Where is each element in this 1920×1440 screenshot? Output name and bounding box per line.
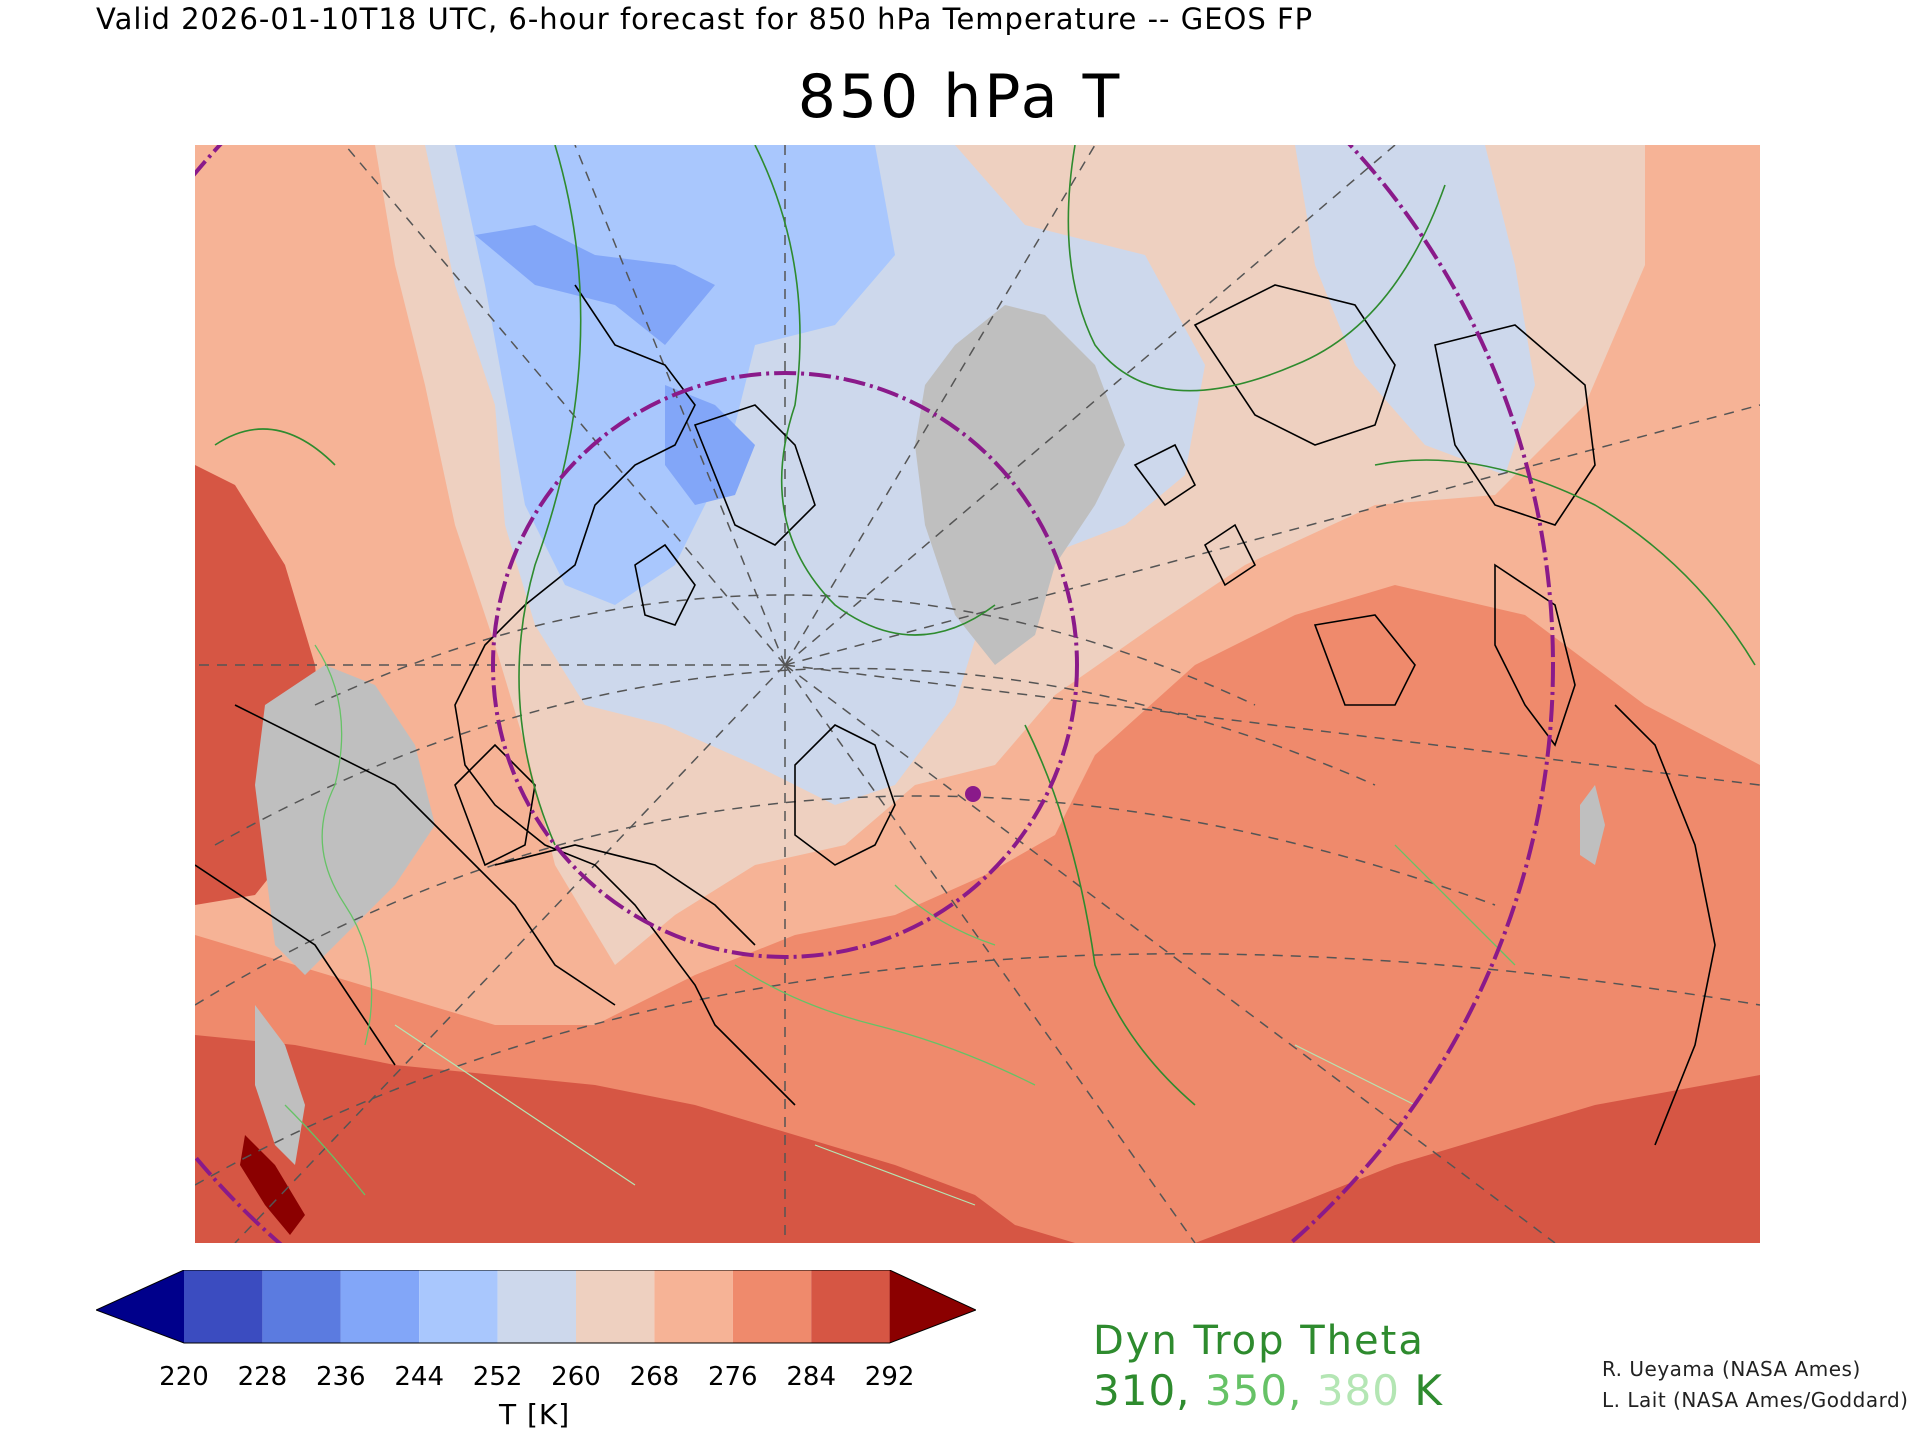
temp-band-284-292-east — [1195, 1075, 1760, 1243]
theta-380-contours — [394, 1024, 1416, 1206]
colorbar-segment — [732, 1270, 812, 1343]
colorbar-tick: 228 — [237, 1362, 288, 1392]
contour-unit: K — [1414, 1366, 1443, 1415]
colorbar-segment — [811, 1270, 890, 1343]
colorbar-segment — [419, 1270, 498, 1343]
contour-separator: , — [1176, 1366, 1191, 1415]
valid-time-line: Valid 2026-01-10T18 UTC, 6-hour forecast… — [96, 2, 1314, 36]
colorbar-segment — [654, 1270, 733, 1343]
colorbar-tick: 260 — [551, 1362, 601, 1392]
coastlines — [195, 284, 1716, 1146]
theta-310-contours — [214, 145, 1756, 1106]
colorbar-tick: 292 — [864, 1362, 915, 1392]
temp-band-284-292 — [195, 1035, 1075, 1243]
theta-350-contours — [284, 644, 1516, 1196]
colorbar-segment — [184, 1270, 263, 1343]
contour-value-310: 310 — [1093, 1366, 1177, 1415]
credit-line-1: R. Ueyama (NASA Ames) — [1602, 1357, 1861, 1381]
temp-band-236-244 — [475, 225, 715, 345]
contour-separator: , — [1288, 1366, 1303, 1415]
colorbar-tick: 236 — [315, 1362, 366, 1392]
colorbar-tick: 284 — [786, 1362, 837, 1392]
colorbar-segment — [340, 1270, 420, 1343]
contour-legend-title: Dyn Trop Theta — [1093, 1318, 1425, 1364]
rockies-terrain — [255, 665, 435, 975]
contour-value-380: 380 — [1316, 1366, 1400, 1415]
colorbar-tick: 252 — [472, 1362, 523, 1392]
contour-legend-values: 310, 350, 380 K — [1093, 1366, 1443, 1415]
graticule-lines — [195, 145, 1760, 1243]
map-panel — [195, 145, 1760, 1243]
colorbar-segment — [497, 1270, 576, 1343]
colorbar-tick: 244 — [394, 1362, 445, 1392]
colorbar-segment — [576, 1270, 655, 1343]
colorbar-segment — [262, 1270, 341, 1343]
temp-band-over-292 — [240, 1135, 305, 1235]
map-title: 850 hPa T — [797, 62, 1123, 132]
temp-band-236-244-b — [665, 385, 755, 505]
range-rings — [195, 145, 1555, 1243]
colorbar-tick-labels: 220 228 236 244 252 260 268 276 284 292 — [96, 1362, 976, 1396]
temp-band-252-260-east — [1295, 145, 1535, 475]
colorbar-unit-label: T [K] — [499, 1398, 571, 1431]
colorbar-tick: 276 — [707, 1362, 758, 1392]
temperature-map — [195, 145, 1760, 1243]
colorbar-tick: 220 — [159, 1362, 209, 1392]
iberia-terrain — [1580, 785, 1605, 865]
colorbar-over-arrow — [889, 1270, 976, 1343]
colorbar-tick: 268 — [629, 1362, 680, 1392]
colorbar-under-arrow — [96, 1270, 184, 1343]
greenland-ice-sheet — [915, 305, 1125, 665]
site-marker — [965, 786, 981, 802]
temperature-colorbar — [96, 1270, 976, 1344]
contour-value-350: 350 — [1204, 1366, 1289, 1415]
credit-line-2: L. Lait (NASA Ames/Goddard) — [1602, 1388, 1909, 1412]
mexico-terrain — [255, 1005, 305, 1165]
